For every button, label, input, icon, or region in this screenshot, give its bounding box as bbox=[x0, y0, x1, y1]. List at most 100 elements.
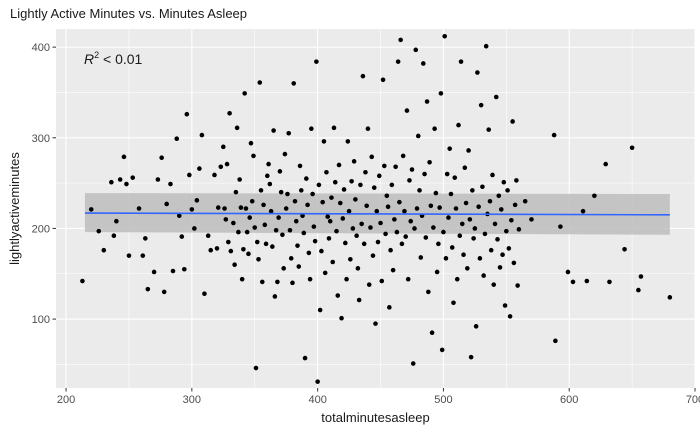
data-point bbox=[205, 233, 211, 238]
data-point bbox=[187, 172, 192, 178]
data-point bbox=[358, 182, 363, 188]
data-point bbox=[490, 172, 495, 178]
data-point bbox=[408, 218, 414, 224]
data-point bbox=[422, 171, 427, 177]
data-point bbox=[168, 181, 173, 187]
data-point bbox=[332, 179, 338, 185]
data-point bbox=[443, 256, 449, 261]
y-tick-label: 300 bbox=[32, 133, 50, 145]
data-point bbox=[423, 235, 429, 240]
data-point bbox=[236, 229, 241, 235]
data-point bbox=[337, 200, 343, 206]
data-point bbox=[427, 159, 432, 165]
data-point bbox=[483, 43, 489, 49]
data-point bbox=[496, 193, 502, 199]
data-point bbox=[472, 226, 478, 231]
data-point bbox=[353, 197, 358, 202]
data-point bbox=[242, 91, 247, 96]
chart-title: Lightly Active Minutes vs. Minutes Aslee… bbox=[10, 6, 248, 21]
data-point bbox=[385, 204, 391, 209]
data-point bbox=[184, 111, 190, 117]
data-point bbox=[529, 217, 534, 222]
data-point bbox=[355, 266, 361, 271]
data-point bbox=[505, 188, 510, 193]
data-point bbox=[215, 205, 221, 210]
data-point bbox=[476, 204, 481, 209]
data-point bbox=[580, 208, 586, 214]
data-point bbox=[471, 236, 476, 241]
data-point bbox=[607, 279, 612, 285]
data-point bbox=[159, 155, 164, 161]
data-point bbox=[504, 228, 509, 234]
data-point bbox=[512, 202, 518, 208]
data-point bbox=[277, 169, 283, 174]
data-point bbox=[470, 188, 475, 193]
data-point bbox=[231, 220, 236, 226]
data-point bbox=[197, 166, 202, 171]
x-tick-label: 200 bbox=[57, 394, 75, 406]
data-point bbox=[354, 233, 359, 238]
data-point bbox=[140, 253, 146, 258]
data-point bbox=[307, 276, 313, 282]
y-tick-label: 200 bbox=[32, 223, 50, 235]
data-point bbox=[495, 237, 500, 242]
data-point bbox=[302, 355, 308, 361]
data-point bbox=[344, 276, 349, 282]
y-tick-label: 400 bbox=[32, 42, 50, 54]
data-point bbox=[349, 179, 354, 184]
data-point bbox=[164, 201, 169, 207]
data-point bbox=[130, 175, 136, 180]
data-point bbox=[558, 224, 563, 229]
data-point bbox=[432, 126, 437, 132]
data-point bbox=[402, 208, 407, 214]
data-point bbox=[431, 225, 436, 230]
data-point bbox=[319, 248, 324, 254]
data-point bbox=[522, 198, 528, 204]
data-point bbox=[488, 247, 494, 253]
data-points bbox=[80, 33, 673, 384]
x-tick-label: 500 bbox=[434, 394, 452, 406]
data-point bbox=[409, 167, 415, 172]
data-point bbox=[124, 181, 129, 187]
data-point bbox=[257, 80, 263, 85]
data-point bbox=[291, 81, 297, 86]
data-point bbox=[424, 99, 430, 104]
data-point bbox=[285, 191, 290, 197]
data-point bbox=[267, 181, 273, 187]
data-point bbox=[477, 256, 483, 261]
data-point bbox=[179, 234, 185, 239]
data-point bbox=[592, 193, 597, 199]
data-point bbox=[293, 218, 299, 224]
data-point bbox=[383, 231, 388, 237]
data-point bbox=[511, 260, 517, 266]
data-point bbox=[268, 208, 274, 214]
data-point bbox=[88, 207, 94, 212]
data-point bbox=[629, 145, 635, 151]
r-squared-annotation: R2 < 0.01 bbox=[84, 50, 143, 67]
data-point bbox=[475, 70, 480, 75]
data-point bbox=[491, 282, 497, 287]
data-point bbox=[373, 321, 378, 326]
data-point bbox=[280, 232, 285, 238]
data-point bbox=[320, 199, 325, 205]
data-point bbox=[404, 108, 410, 113]
data-point bbox=[271, 128, 276, 133]
data-point bbox=[281, 266, 286, 271]
data-point bbox=[506, 246, 512, 251]
data-point bbox=[462, 165, 468, 170]
data-point bbox=[375, 239, 381, 245]
data-point bbox=[322, 270, 328, 276]
data-point bbox=[412, 226, 417, 231]
data-point bbox=[447, 146, 453, 151]
data-point bbox=[233, 189, 239, 195]
data-point bbox=[449, 245, 455, 250]
y-tick-label: 100 bbox=[32, 314, 50, 326]
data-point bbox=[327, 218, 333, 224]
data-point bbox=[300, 213, 305, 219]
data-point bbox=[101, 247, 107, 253]
data-point bbox=[448, 191, 454, 197]
data-point bbox=[222, 206, 227, 211]
data-point bbox=[603, 161, 608, 167]
data-point bbox=[410, 361, 416, 366]
